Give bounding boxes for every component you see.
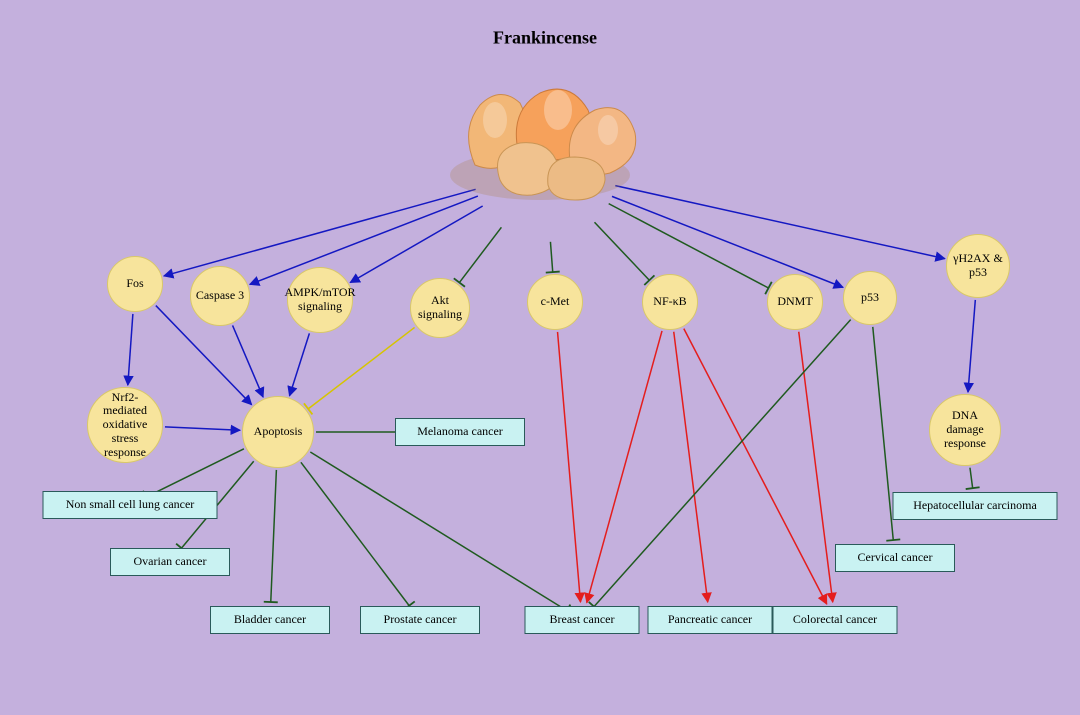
- frankincense-image: [440, 55, 650, 205]
- node-fos: Fos: [107, 256, 163, 312]
- cancer-colorectal: Colorectal cancer: [773, 606, 898, 634]
- node-cmet: c-Met: [527, 274, 583, 330]
- node-h2ax: γH2AX & p53: [946, 234, 1010, 298]
- node-ampk: AMPK/mTOR signaling: [287, 267, 353, 333]
- node-p53: p53: [843, 271, 897, 325]
- node-nfkb: NF-κB: [642, 274, 698, 330]
- cancer-bladder: Bladder cancer: [210, 606, 330, 634]
- diagram-title: Frankincense: [493, 28, 597, 49]
- cancer-hcc: Hepatocellular carcinoma: [893, 492, 1058, 520]
- cancer-prostate: Prostate cancer: [360, 606, 480, 634]
- cancer-nsclc: Non small cell lung cancer: [43, 491, 218, 519]
- cancer-melanoma: Melanoma cancer: [395, 418, 525, 446]
- node-casp3: Caspase 3: [190, 266, 250, 326]
- node-akt: Akt signaling: [410, 278, 470, 338]
- node-dnadmg: DNA damage response: [929, 394, 1001, 466]
- cancer-breast: Breast cancer: [525, 606, 640, 634]
- node-apop: Apoptosis: [242, 396, 314, 468]
- cancer-ovarian: Ovarian cancer: [110, 548, 230, 576]
- node-dnmt: DNMT: [767, 274, 823, 330]
- node-nrf2: Nrf2-mediated oxidative stress response: [87, 387, 163, 463]
- cancer-cervical: Cervical cancer: [835, 544, 955, 572]
- cancer-pancreatic: Pancreatic cancer: [648, 606, 773, 634]
